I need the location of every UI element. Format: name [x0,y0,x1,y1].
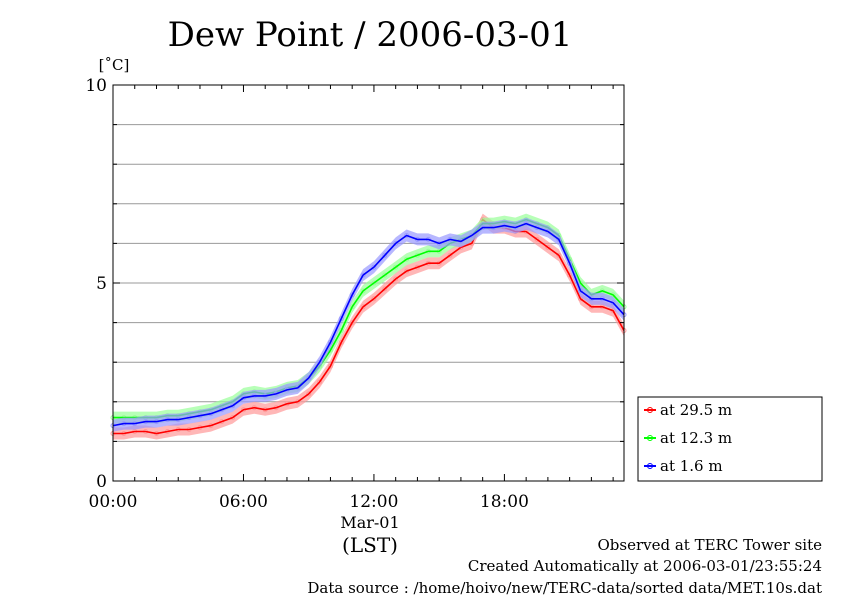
x-tick-label: 12:00 [349,492,398,512]
legend: at 29.5 m at 12.3 m at 1.6 m [637,396,823,482]
footer-created: Created Automatically at 2006-03-01/23:5… [468,557,822,575]
data-point [469,233,475,238]
data-point [556,236,562,242]
data-point [306,375,312,381]
legend-box [637,396,823,482]
y-axis-unit-label: [˚C] [99,56,130,74]
legend-marker [647,463,653,469]
data-point [338,339,344,345]
x-tick-label: 00:00 [89,492,138,512]
legend-label: at 12.3 m [660,429,732,447]
data-point [393,264,399,270]
data-point [327,339,333,345]
data-point [306,391,312,397]
x-axis-timezone-label: (LST) [342,533,398,557]
footer-source: Data source : /home/hoivo/new/TERC-data/… [307,579,822,595]
data-point [360,272,366,278]
data-point [447,252,453,258]
y-tick-label: 5 [96,274,107,294]
data-point [338,328,344,333]
data-point [349,292,355,298]
legend-label: at 29.5 m [660,401,732,419]
data-point [382,252,388,258]
data-point [317,379,323,385]
data-point [317,359,323,365]
x-tick-label: 06:00 [219,492,268,512]
data-point [382,286,388,292]
data-point [349,304,355,310]
legend-label: at 1.6 m [660,457,723,475]
footer-site: Observed at TERC Tower site [597,536,822,554]
data-point [371,280,377,286]
data-point [338,316,344,322]
series-line [113,218,625,435]
series-layer [110,213,627,440]
data-point [393,240,399,246]
data-point [371,264,377,270]
legend-marker [647,435,653,441]
data-point [360,288,366,294]
axis-ticks: 0 5 10 00:00 06:00 12:00 18:00 [85,76,624,512]
y-tick-label: 0 [96,472,107,492]
data-point [382,272,388,278]
chart-title: Dew Point / 2006-03-01 [168,15,573,55]
data-point [360,304,366,310]
data-point [371,296,377,302]
series-line [112,222,625,427]
data-point [556,252,562,258]
data-point [545,244,551,250]
data-point [327,363,333,369]
data-point [567,272,573,278]
data-point [393,276,399,282]
y-tick-label: 10 [85,76,107,96]
x-axis-date-label: Mar-01 [340,513,399,532]
legend-marker [647,407,653,413]
data-point [534,236,540,242]
x-tick-label: 18:00 [480,492,529,512]
data-point [349,320,355,326]
